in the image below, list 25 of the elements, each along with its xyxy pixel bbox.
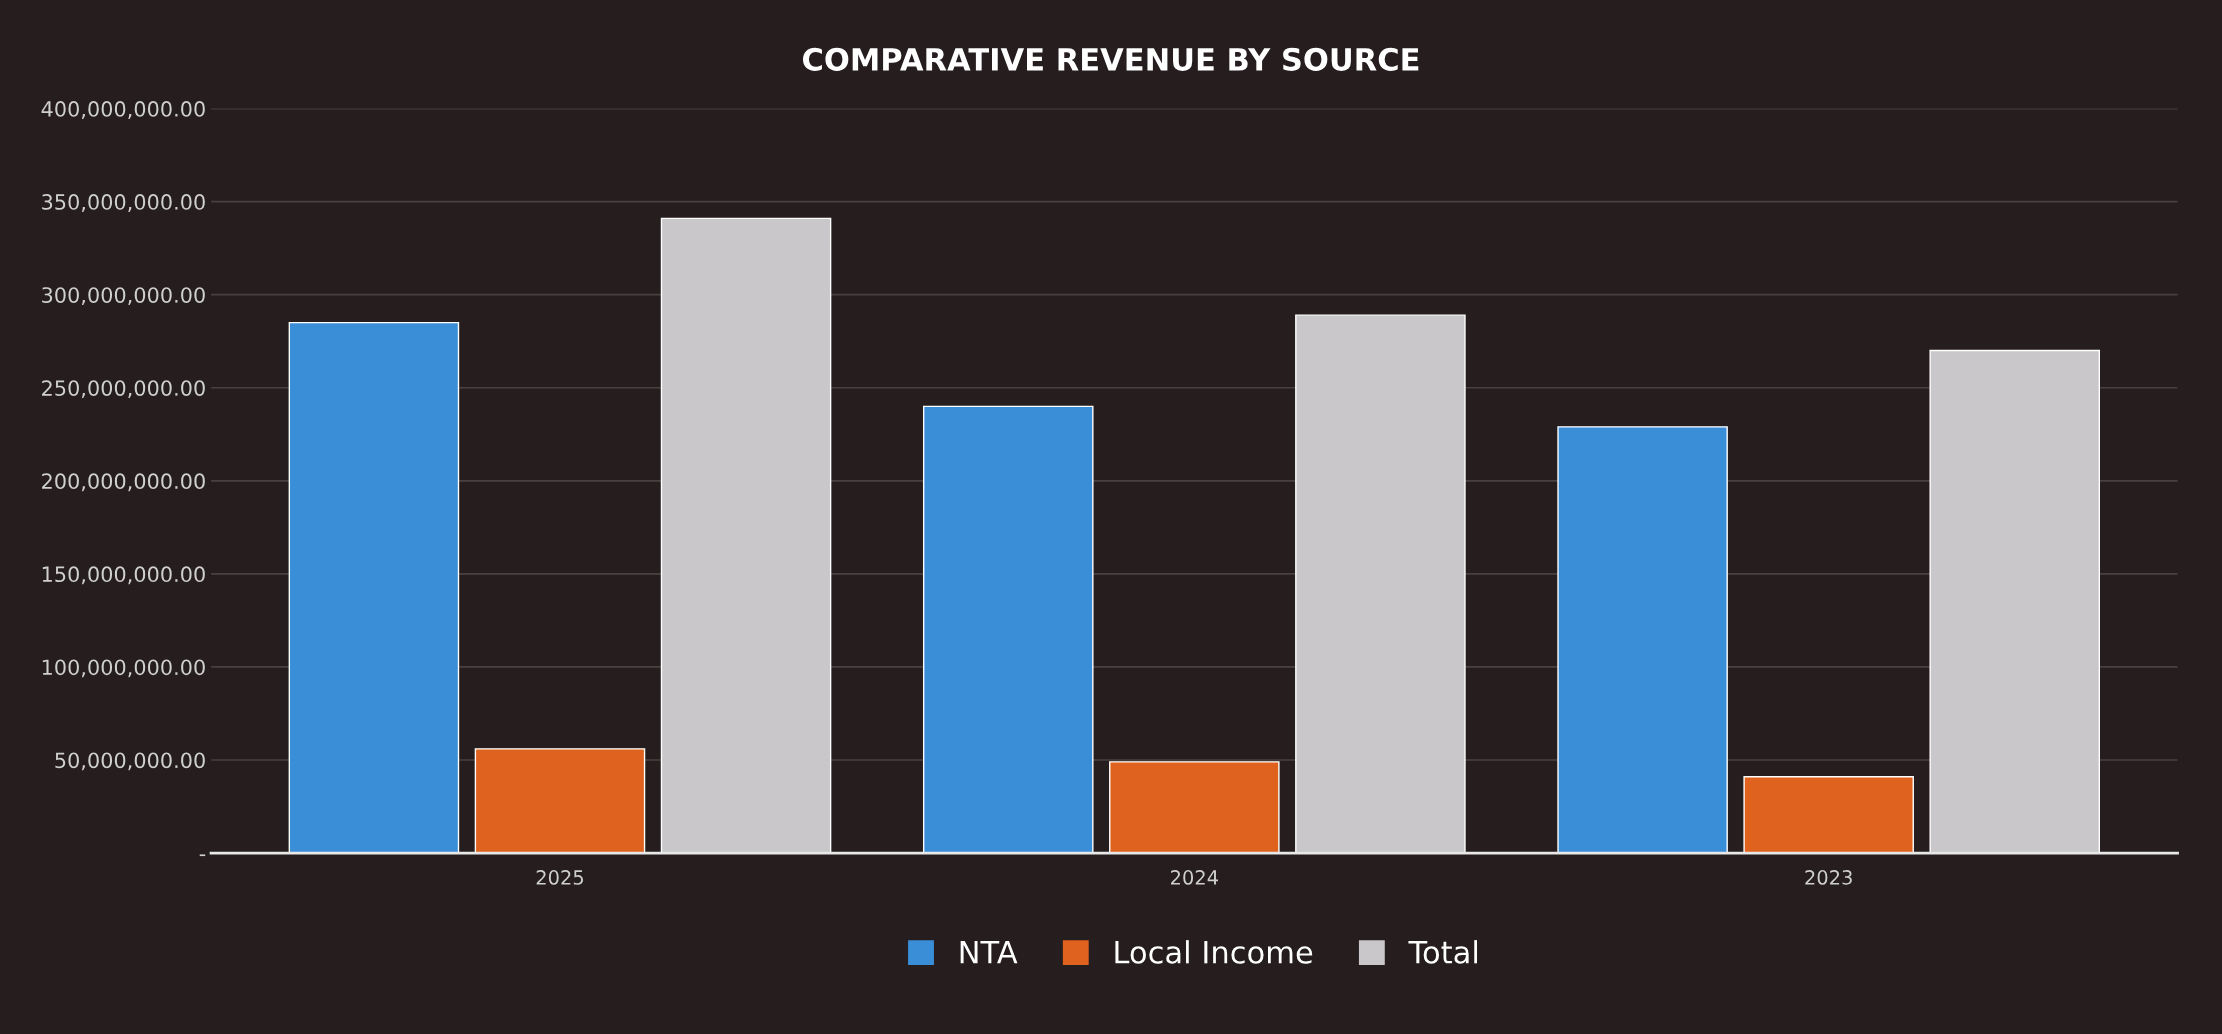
bar — [1295, 314, 1466, 854]
y-tick-label: 100,000,000.00 — [42, 659, 205, 678]
legend-label: NTA — [960, 941, 1018, 964]
x-tick-label: 2023 — [1805, 870, 1852, 885]
y-tick-label: - — [199, 854, 206, 857]
bar — [660, 217, 832, 854]
bar — [1557, 426, 1728, 854]
y-tick-label: 400,000,000.00 — [41, 101, 205, 119]
bar — [1929, 349, 2101, 854]
y-tick-label: 150,000,000.00 — [42, 566, 205, 585]
bar — [474, 748, 646, 854]
y-tick-label: 250,000,000.00 — [42, 380, 205, 399]
y-tick-label: 300,000,000.00 — [42, 287, 205, 306]
legend-label: Total — [1408, 940, 1478, 964]
bar — [1743, 776, 1914, 854]
y-tick-label: 50,000,000.00 — [55, 752, 205, 771]
bar — [1109, 761, 1280, 854]
x-tick-label: 2024 — [1171, 870, 1218, 885]
x-tick-label: 2025 — [536, 870, 584, 885]
bar — [922, 405, 1094, 854]
legend-label: Local Income — [1115, 940, 1313, 964]
y-tick-label: 200,000,000.00 — [42, 473, 205, 492]
chart-title: COMPARATIVE REVENUE BY SOURCE — [803, 47, 1419, 71]
bar — [288, 321, 460, 854]
y-tick-label: 350,000,000.00 — [42, 194, 205, 212]
